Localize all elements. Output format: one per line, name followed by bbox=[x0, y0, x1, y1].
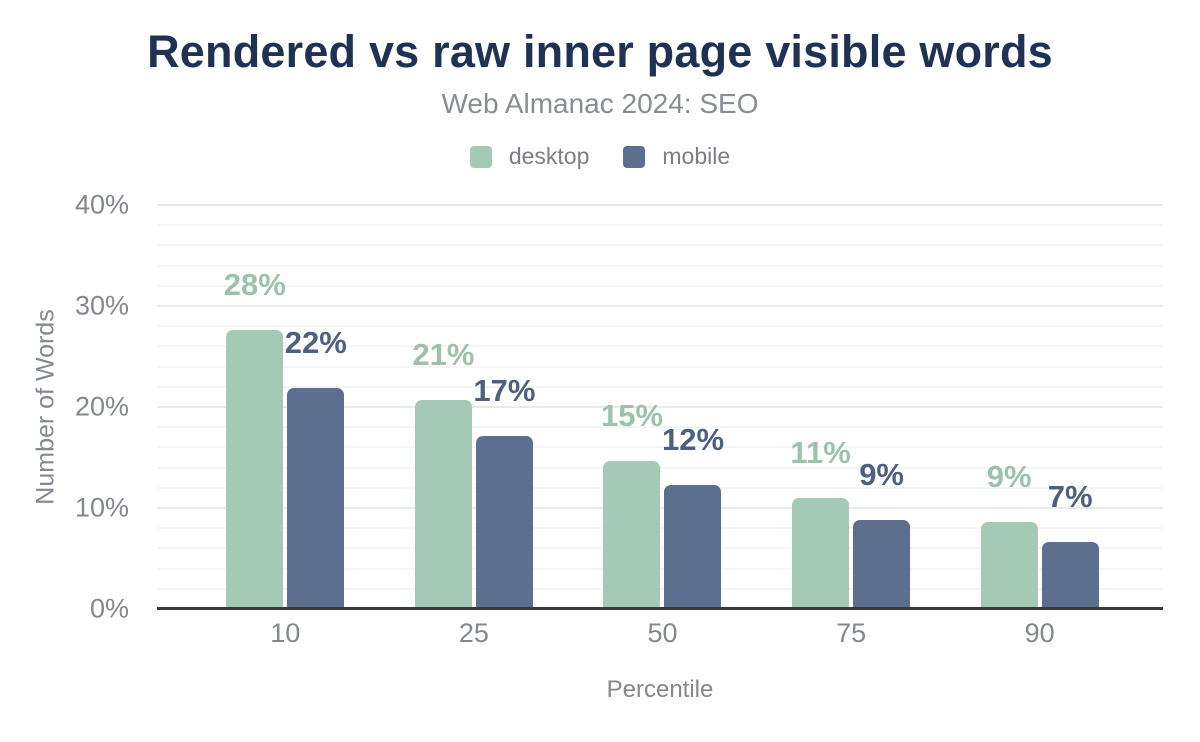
bar-column-mobile: 22% bbox=[285, 327, 347, 609]
bar-pair: 21% 17% bbox=[412, 339, 535, 609]
bar-value-label: 7% bbox=[1047, 479, 1093, 515]
bar-column-mobile: 12% bbox=[662, 424, 724, 609]
bar-pair: 11% 9% bbox=[790, 437, 911, 609]
bar-column-desktop: 28% bbox=[224, 269, 286, 609]
gridline-major bbox=[157, 305, 1163, 307]
gridline-minor bbox=[157, 365, 1163, 368]
x-tick-label: 90 bbox=[1024, 618, 1055, 648]
x-tick-label: 25 bbox=[458, 618, 489, 648]
bar-value-label: 22% bbox=[284, 324, 347, 360]
x-tick-label: 10 bbox=[270, 618, 301, 648]
bar-pair: 15% 12% bbox=[601, 400, 724, 609]
bar-value-label: 17% bbox=[473, 373, 536, 409]
bar-mobile-75 bbox=[853, 520, 911, 609]
bar-group-90: 9% 7% 90 bbox=[945, 205, 1134, 648]
bar-value-label: 12% bbox=[661, 421, 725, 457]
y-tick-label: 30% bbox=[74, 290, 129, 321]
bar-column-desktop: 9% bbox=[980, 461, 1038, 609]
bar-column-desktop: 21% bbox=[412, 339, 474, 609]
bar-column-mobile: 9% bbox=[853, 459, 911, 609]
legend-swatch-icon bbox=[623, 145, 646, 168]
gridline-major bbox=[157, 406, 1163, 408]
bar-value-label: 15% bbox=[600, 397, 664, 433]
bar-value-label: 28% bbox=[223, 267, 286, 303]
bar-value-label: 21% bbox=[412, 336, 475, 372]
gridline-minor bbox=[157, 446, 1163, 449]
bar-pair: 9% 7% bbox=[980, 461, 1099, 609]
x-axis-line bbox=[157, 607, 1163, 610]
bar-group-50: 15% 12% 50 bbox=[568, 205, 757, 648]
bar-groups: 28% 22% 10 21% 17% 25 15% 12% 50 11% 9% 75 9% 7% 90 bbox=[191, 205, 1134, 648]
bar-desktop-10 bbox=[226, 330, 284, 609]
gridline-minor bbox=[157, 426, 1163, 429]
y-axis-title: Number of Words bbox=[31, 309, 60, 505]
gridline-minor bbox=[157, 284, 1163, 287]
legend-label: desktop bbox=[508, 143, 590, 169]
y-tick-label: 20% bbox=[74, 391, 129, 422]
bar-desktop-25 bbox=[414, 399, 472, 609]
gridline-minor bbox=[157, 264, 1163, 267]
gridline-minor bbox=[157, 345, 1163, 348]
bar-value-label: 11% bbox=[790, 434, 851, 470]
legend-item-desktop: desktop bbox=[469, 143, 590, 170]
bar-value-label: 9% bbox=[859, 457, 904, 493]
gridline-major bbox=[157, 204, 1163, 206]
y-tick-label: 10% bbox=[74, 492, 129, 523]
gridline-minor bbox=[157, 224, 1163, 227]
bar-column-desktop: 11% bbox=[790, 437, 851, 609]
gridline-minor bbox=[157, 244, 1163, 247]
bar-value-label: 9% bbox=[986, 459, 1032, 495]
bar-group-25: 21% 17% 25 bbox=[380, 205, 569, 648]
y-tick-label: 40% bbox=[74, 189, 129, 220]
x-axis-title: Percentile bbox=[606, 676, 714, 703]
x-tick-label: 75 bbox=[836, 618, 867, 648]
gridline-minor bbox=[157, 325, 1163, 328]
legend-item-mobile: mobile bbox=[623, 143, 730, 170]
bar-desktop-90 bbox=[980, 522, 1038, 609]
bar-column-mobile: 17% bbox=[473, 375, 535, 609]
bar-desktop-50 bbox=[603, 460, 661, 609]
bar-mobile-90 bbox=[1041, 542, 1099, 609]
gridline-minor bbox=[157, 385, 1163, 388]
chart-subtitle: Web Almanac 2024: SEO bbox=[441, 88, 759, 119]
legend-label: mobile bbox=[662, 143, 731, 169]
bar-pair: 28% 22% bbox=[224, 269, 347, 609]
bar-group-10: 28% 22% 10 bbox=[191, 205, 380, 648]
bar-column-desktop: 15% bbox=[601, 400, 663, 609]
legend: desktop mobile bbox=[0, 143, 1200, 170]
bar-group-75: 11% 9% 75 bbox=[757, 205, 946, 648]
chart-title: Rendered vs raw inner page visible words bbox=[147, 26, 1053, 77]
plot-area: 28% 22% 10 21% 17% 25 15% 12% 50 11% 9% 75 9% 7% 90 bbox=[157, 204, 1163, 648]
x-tick-label: 50 bbox=[647, 618, 678, 648]
legend-swatch-icon bbox=[469, 145, 492, 168]
bar-column-mobile: 7% bbox=[1041, 481, 1099, 609]
bar-mobile-50 bbox=[664, 484, 722, 609]
y-axis-ticks: 0% 10% 20% 30% 40% bbox=[0, 191, 143, 622]
y-tick-label: 0% bbox=[89, 593, 129, 624]
bar-desktop-75 bbox=[792, 497, 850, 609]
bar-mobile-10 bbox=[287, 387, 345, 609]
bar-mobile-25 bbox=[475, 436, 533, 609]
